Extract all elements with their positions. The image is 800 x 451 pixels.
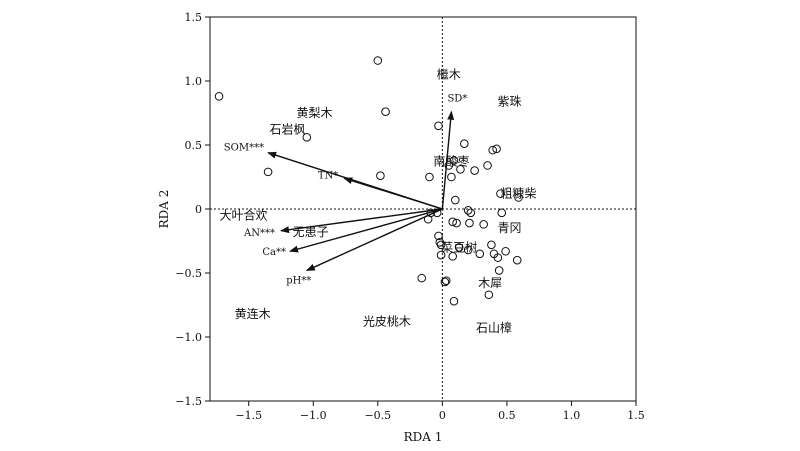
- species-label: 粗糠柴: [501, 186, 537, 201]
- site-point: [463, 245, 473, 255]
- x-tick-label: 1.0: [563, 409, 581, 422]
- vector-label: AN***: [243, 228, 275, 239]
- site-point: [463, 205, 473, 215]
- site-points: [214, 56, 523, 306]
- site-point: [214, 92, 224, 101]
- species-label: 大叶合欢: [220, 207, 268, 222]
- site-point: [381, 107, 390, 117]
- site-point: [475, 249, 485, 259]
- site-point: [460, 139, 469, 149]
- vector-label: SD*: [447, 94, 467, 105]
- site-point: [493, 253, 503, 262]
- y-tick-label: −1.5: [175, 395, 202, 408]
- y-axis-ticks: −1.5 −1.0 −0.5 0 0.5 1.0 1.5: [175, 11, 210, 408]
- y-tick-label: 1.5: [185, 11, 203, 24]
- site-point: [440, 277, 450, 287]
- site-point: [449, 296, 459, 306]
- site-point: [436, 240, 446, 250]
- site-point: [512, 255, 522, 265]
- species-label: 无患子: [293, 225, 329, 239]
- site-point: [448, 217, 457, 227]
- site-point: [417, 273, 427, 283]
- site-point: [448, 252, 457, 261]
- site-point: [425, 172, 434, 182]
- site-point: [470, 166, 479, 175]
- y-axis-title: RDA 2: [157, 190, 171, 229]
- x-tick-label: 0: [439, 409, 446, 422]
- vector-arrow: [441, 110, 455, 210]
- x-tick-label: 0.5: [498, 409, 516, 422]
- site-point: [496, 189, 505, 198]
- site-point: [436, 250, 446, 260]
- species-label: 青冈: [497, 221, 521, 235]
- y-tick-label: −1.0: [175, 331, 202, 344]
- y-tick-label: −0.5: [175, 267, 202, 280]
- site-point: [487, 240, 496, 250]
- vector-arrow: [305, 208, 443, 272]
- species-label: 黄连木: [235, 306, 271, 321]
- species-label: 紫珠: [497, 94, 521, 108]
- species-label: 檵木: [437, 67, 461, 82]
- site-point: [302, 133, 312, 142]
- site-point: [434, 121, 443, 131]
- x-axis-title: RDA 1: [404, 430, 443, 444]
- site-point: [465, 218, 474, 228]
- vector-arrow: [343, 177, 443, 210]
- site-point: [479, 220, 488, 229]
- site-point: [514, 193, 523, 202]
- vector-label: Ca**: [262, 247, 286, 258]
- site-point: [434, 231, 443, 241]
- site-point: [376, 171, 385, 181]
- species-label: 光皮桃木: [363, 314, 411, 329]
- y-tick-label: 0.5: [185, 139, 203, 152]
- site-point: [488, 145, 498, 155]
- y-tick-label: 1.0: [185, 75, 203, 88]
- species-label: 石岩枫: [269, 122, 305, 137]
- species-label: 石山樟: [476, 320, 512, 335]
- site-point: [484, 290, 494, 300]
- site-point: [447, 172, 456, 182]
- species-label: 菜豆树: [441, 239, 477, 254]
- vector-arrow: [280, 208, 443, 234]
- x-axis-ticks: −1.5 −1.0 −0.5 0 0.5 1.0 1.5: [235, 401, 645, 422]
- vector-label: SOM***: [224, 143, 264, 154]
- site-point: [494, 266, 504, 275]
- site-point: [441, 276, 451, 285]
- site-point: [444, 161, 454, 170]
- x-tick-label: −1.5: [235, 409, 262, 422]
- vector-label: pH**: [286, 275, 311, 286]
- species-label: 南酸枣: [433, 154, 469, 169]
- species-label: 黄梨木: [297, 106, 333, 120]
- x-tick-label: −1.0: [300, 409, 327, 422]
- site-point: [492, 144, 501, 154]
- site-point: [449, 156, 459, 165]
- environment-vectors: SD* SOM*** TN* AN*** Ca** pH**: [224, 94, 468, 287]
- site-point: [497, 208, 507, 218]
- site-point: [452, 218, 461, 228]
- site-point: [501, 246, 510, 256]
- site-point: [466, 208, 476, 218]
- site-point: [454, 243, 464, 252]
- species-label: 木犀: [478, 276, 502, 290]
- site-point: [373, 56, 383, 65]
- zero-lines: [210, 17, 636, 401]
- vector-arrow: [289, 208, 443, 253]
- x-tick-label: 1.5: [627, 409, 645, 422]
- site-point: [450, 195, 460, 205]
- y-tick-label: 0: [195, 203, 202, 216]
- x-tick-label: −0.5: [364, 409, 391, 422]
- vector-label: TN*: [318, 170, 338, 181]
- site-point: [456, 165, 465, 174]
- site-point: [483, 161, 492, 170]
- site-point: [263, 167, 273, 177]
